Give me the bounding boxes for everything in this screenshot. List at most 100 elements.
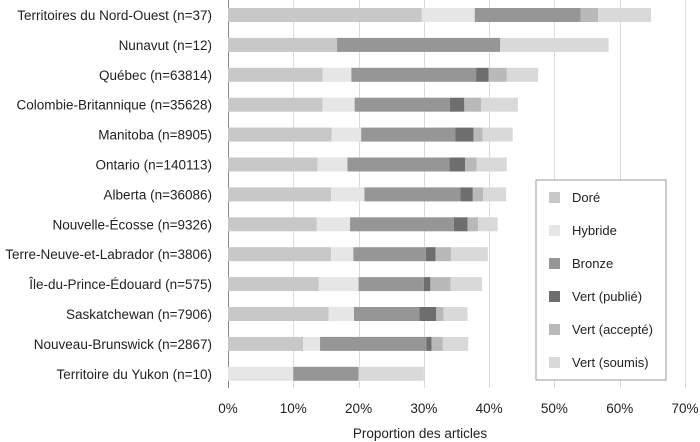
legend: Doré Hybride Bronze Vert (publié) Vert (acce… [535,179,667,381]
bar-segment [419,307,437,321]
bar-segment [423,277,431,292]
bar-segment [421,8,475,22]
bar-segment [453,217,468,232]
bar-segment [482,127,513,142]
bar-segment [467,217,479,232]
bar-segment [476,157,507,172]
bar-segment [464,157,477,172]
bar-segment [228,157,318,172]
bar-segment [473,127,483,142]
bar-segment [318,277,359,292]
bar-segment [431,336,443,351]
bar-segment [425,247,436,262]
legend-swatch [549,258,560,269]
legend-items: Doré Hybride Bronze Vert (publié) Vert (acce… [549,190,653,370]
bar-segment [476,67,489,82]
bar-segment [317,157,348,172]
legend-swatch [549,225,560,236]
bar-segment [347,157,450,172]
category-labels: Territoires du Nord-Ouest (n=37) Nunavut … [5,8,212,382]
category-label: Terre-Neuve-et-Labrador (n=3806) [5,247,212,262]
bar-segment [228,8,422,22]
bar-segment [228,97,323,112]
x-tick-label: 30% [410,401,437,416]
legend-swatch [549,291,560,302]
category-label: Manitoba (n=8905) [98,128,212,143]
bar-segment [228,336,304,351]
bar-segment [322,67,352,82]
bar-segment [358,366,424,381]
bar-segment [361,127,456,142]
bar-segment [500,37,609,52]
bar-segment [353,247,426,262]
bar-segment [228,37,338,52]
bar-segment [351,67,477,82]
bar-segment [293,366,359,381]
bar-segment [354,97,450,112]
legend-label: Vert (soumis) [572,355,649,370]
bar-segment [449,157,465,172]
category-label: Colombie-Britannique (n=35628) [17,98,213,113]
category-label: Québec (n=63814) [99,68,212,83]
legend-box [535,179,667,381]
bar-segment [472,187,484,202]
legend-swatch [549,192,560,203]
legend-swatch [549,357,560,368]
category-label: Nunavut (n=12) [119,38,212,53]
category-label: Île-du-Prince-Édouard (n=575) [28,277,212,292]
bar-segment [450,277,482,292]
bar-segment [580,8,599,22]
bar-segment [354,307,420,321]
bar-segment [316,217,351,232]
category-label: Nouvelle-Écosse (n=9326) [53,217,212,232]
bar-segment [506,67,539,82]
bar-segment [460,187,473,202]
legend-label: Doré [572,190,600,205]
bar-segment [228,187,332,202]
bar-segment [455,127,474,142]
bar-segment [320,336,427,351]
bar-segment [228,307,329,321]
category-label: Saskatchewan (n=7906) [66,307,212,322]
bar-segment [364,187,461,202]
bar-segment [478,217,498,232]
bar-segment [331,127,362,142]
x-axis-ticks: 0% 10% 20% 30% 40% 50% 60% 70% [218,401,698,416]
legend-swatch [549,324,560,335]
category-label: Territoire du Yukon (n=10) [57,367,212,382]
bar-segment [474,8,581,22]
x-tick-label: 50% [541,401,568,416]
bar-segment [228,67,323,82]
bar-segment [483,187,507,202]
bar-segment [481,97,518,112]
bar-segment [430,277,451,292]
bar-segment [331,247,354,262]
bar-segment [228,247,332,262]
bar-segment [488,67,507,82]
legend-label: Hybride [572,223,617,238]
legend-label: Vert (publié) [572,289,642,304]
bar-segment [436,307,444,321]
bar-segment [303,336,321,351]
bar-segment [228,217,317,232]
category-label: Alberta (n=36086) [104,187,212,202]
bar-segment [443,307,468,321]
x-tick-label: 0% [218,401,238,416]
x-tick-label: 20% [345,401,372,416]
bar-segment [228,277,319,292]
bar-segment [328,307,355,321]
category-label: Ontario (n=140113) [96,158,212,173]
bar-segment [350,217,454,232]
x-tick-label: 70% [671,401,698,416]
bar-segment [464,97,482,112]
bars [228,8,652,381]
bar-segment [435,247,452,262]
bar-segment [442,336,469,351]
x-tick-label: 60% [606,401,633,416]
legend-label: Bronze [572,256,613,271]
bar-segment [449,97,465,112]
bar-segment [426,336,432,351]
bar-segment [337,37,501,52]
bar-segment [228,366,294,381]
